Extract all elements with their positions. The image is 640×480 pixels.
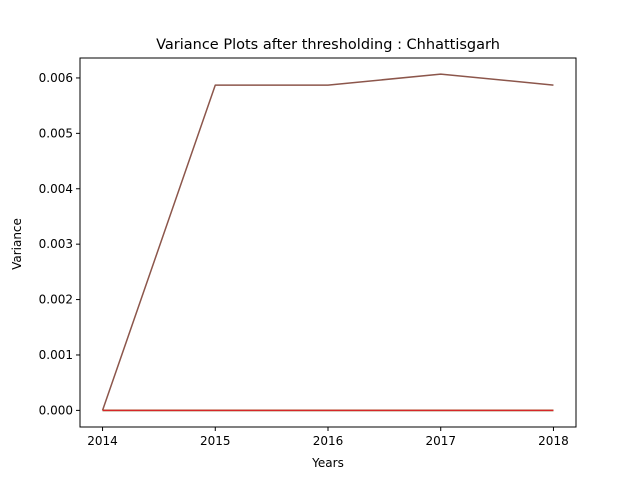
series-lines (101, 73, 554, 412)
x-axis: 2014 2015 2016 2017 2018 (87, 427, 569, 448)
x-tick-label: 2015 (200, 434, 231, 448)
y-tick-label: 0.000 (39, 403, 73, 417)
y-axis-label: Variance (10, 218, 24, 270)
y-tick-label: 0.006 (39, 71, 73, 85)
chart-title: Variance Plots after thresholding : Chha… (156, 37, 500, 53)
y-tick-label: 0.002 (39, 293, 73, 307)
y-tick-label: 0.001 (39, 348, 73, 362)
x-tick-label: 2018 (538, 434, 569, 448)
y-tick-label: 0.003 (39, 237, 73, 251)
series-line-1 (101, 73, 554, 411)
x-tick-label: 2014 (87, 434, 118, 448)
x-tick-label: 2017 (425, 434, 456, 448)
x-tick-label: 2016 (313, 434, 344, 448)
y-tick-label: 0.004 (39, 182, 73, 196)
y-tick-label: 0.005 (39, 126, 73, 140)
y-axis: 0.000 0.001 0.002 0.003 0.004 0.005 0.006 (39, 71, 80, 417)
axes-frame (79, 57, 577, 428)
x-axis-label: Years (311, 456, 344, 470)
